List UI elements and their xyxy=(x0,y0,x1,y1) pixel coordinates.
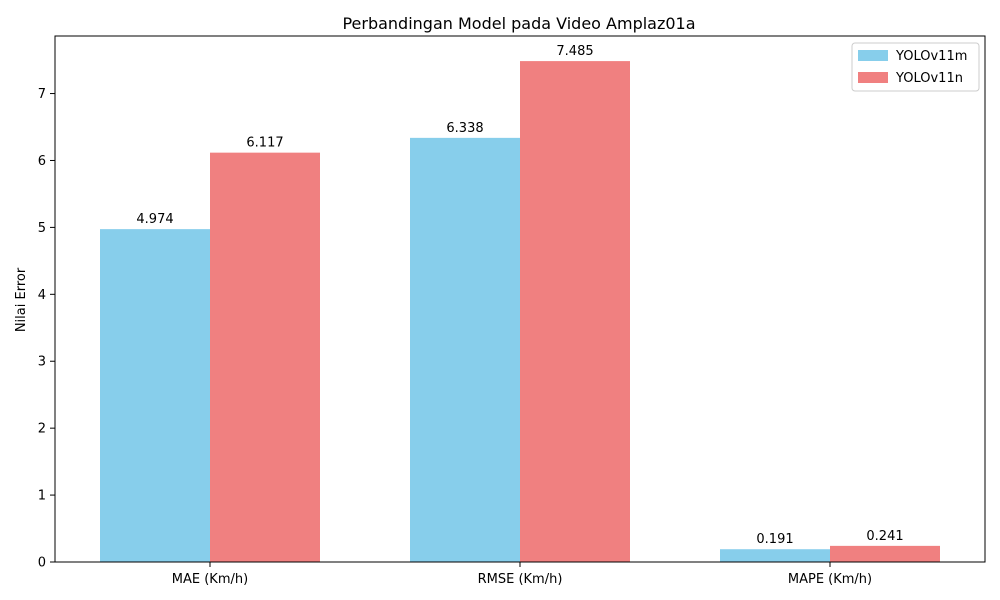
y-tick-label: 6 xyxy=(38,154,46,169)
legend: YOLOv11m YOLOv11n xyxy=(851,42,980,92)
bar-YOLOv11n-1 xyxy=(520,61,630,562)
y-tick-label: 4 xyxy=(38,288,46,303)
y-tick-label: 5 xyxy=(38,221,46,236)
data-label: 4.974 xyxy=(136,212,173,227)
y-tick-label: 7 xyxy=(38,87,46,102)
y-tick-label: 2 xyxy=(38,422,46,437)
y-axis-label: Nilai Error xyxy=(14,267,29,332)
y-axis-ticks: 0 1 2 3 4 5 6 7 xyxy=(38,87,55,571)
data-label: 6.117 xyxy=(246,136,283,151)
data-label: 0.241 xyxy=(866,529,903,544)
bar-YOLOv11n-0 xyxy=(210,152,320,563)
bar-YOLOv11m-2 xyxy=(720,549,830,562)
legend-label: YOLOv11n xyxy=(895,71,963,86)
data-label: 7.485 xyxy=(556,44,593,59)
chart-title: Perbandingan Model pada Video Amplaz01a xyxy=(342,14,695,33)
legend-swatch xyxy=(858,72,888,83)
legend-swatch xyxy=(858,50,888,61)
bars-layer: 4.974 6.117 6.338 7.485 0.191 0.241 xyxy=(100,44,940,563)
data-label: 0.191 xyxy=(756,532,793,547)
x-axis-ticks: MAE (Km/h) RMSE (Km/h) MAPE (Km/h) xyxy=(172,562,872,587)
bar-YOLOv11m-1 xyxy=(410,137,520,562)
x-tick-label: MAPE (Km/h) xyxy=(788,572,872,587)
legend-label: YOLOv11m xyxy=(895,49,967,64)
x-tick-label: MAE (Km/h) xyxy=(172,572,248,587)
y-tick-label: 0 xyxy=(38,556,46,571)
bar-YOLOv11n-2 xyxy=(830,545,940,562)
x-tick-label: RMSE (Km/h) xyxy=(478,572,563,587)
plot-frame xyxy=(54,35,986,563)
data-label: 6.338 xyxy=(446,121,483,136)
y-tick-label: 3 xyxy=(38,355,46,370)
bar-YOLOv11m-0 xyxy=(100,229,210,563)
y-tick-label: 1 xyxy=(38,489,46,504)
